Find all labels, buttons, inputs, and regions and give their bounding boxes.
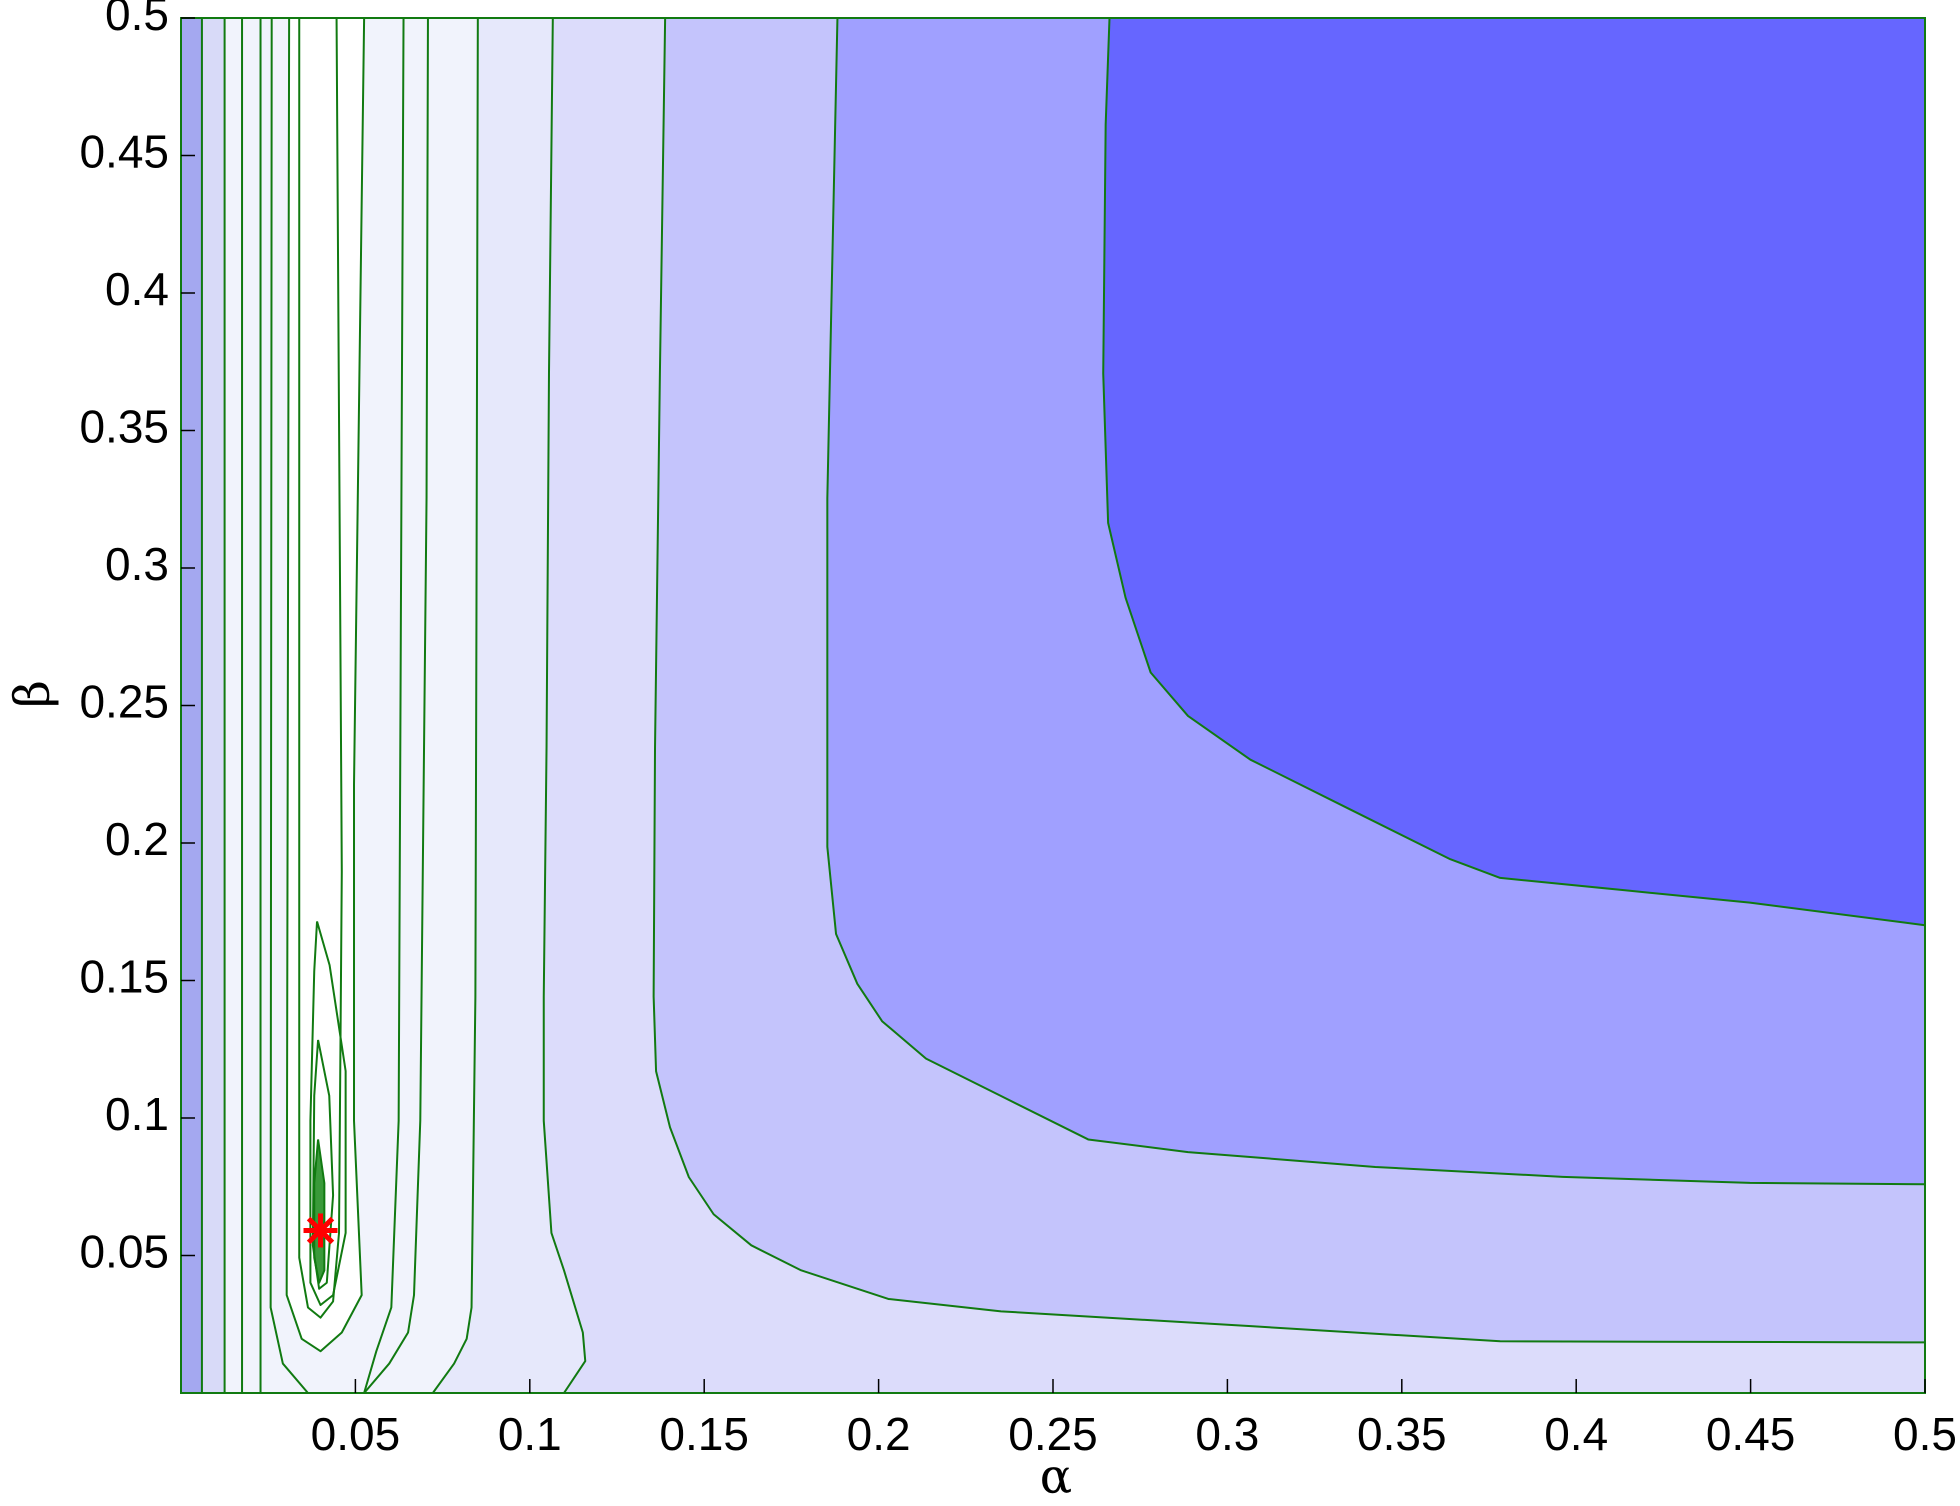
y-tick-label: 0.1 <box>105 1088 169 1140</box>
x-axis-label: α <box>1040 1449 1072 1505</box>
x-tick-label: 0.1 <box>498 1408 562 1460</box>
y-tick-label: 0.3 <box>105 538 169 590</box>
contour-line <box>298 18 343 1319</box>
contour-line <box>309 921 347 1306</box>
contour-line <box>269 18 309 1393</box>
optimum-marker <box>303 1213 338 1248</box>
x-tick-label: 0.2 <box>847 1408 911 1460</box>
contour-line <box>363 18 429 1393</box>
y-tick-label: 0.2 <box>105 813 169 865</box>
x-tick-label: 0.5 <box>1893 1408 1957 1460</box>
x-tick-label: 0.45 <box>1706 1408 1796 1460</box>
y-tick-label: 0.15 <box>79 951 169 1003</box>
contour-line <box>542 18 587 1393</box>
contour-line <box>826 18 1925 1186</box>
x-tick-label: 0.15 <box>659 1408 749 1460</box>
y-tick-label: 0.25 <box>79 676 169 728</box>
contour-line <box>432 18 479 1393</box>
contour-line <box>652 18 1925 1344</box>
y-tick-label: 0.45 <box>79 126 169 178</box>
contour-line <box>313 1139 326 1284</box>
y-tick-label: 0.5 <box>105 0 169 40</box>
y-axis-label: β <box>5 680 61 708</box>
contour-line <box>1102 18 1925 927</box>
marker-stroke <box>306 1216 335 1245</box>
y-tick-label: 0.4 <box>105 263 169 315</box>
x-tick-label: 0.3 <box>1195 1408 1259 1460</box>
contour-line <box>363 18 405 1393</box>
contour-line <box>311 1039 335 1290</box>
contour-fill <box>286 18 365 1352</box>
x-tick-label: 0.35 <box>1357 1408 1447 1460</box>
y-tick-label: 0.05 <box>79 1226 169 1278</box>
x-tick-label: 0.05 <box>311 1408 401 1460</box>
plot-area <box>181 18 1925 1393</box>
x-tick-label: 0.4 <box>1544 1408 1608 1460</box>
contour-fill <box>1103 18 1925 926</box>
contour-line <box>285 18 366 1353</box>
y-tick-label: 0.35 <box>79 401 169 453</box>
x-tick-label: 0.25 <box>1008 1408 1098 1460</box>
